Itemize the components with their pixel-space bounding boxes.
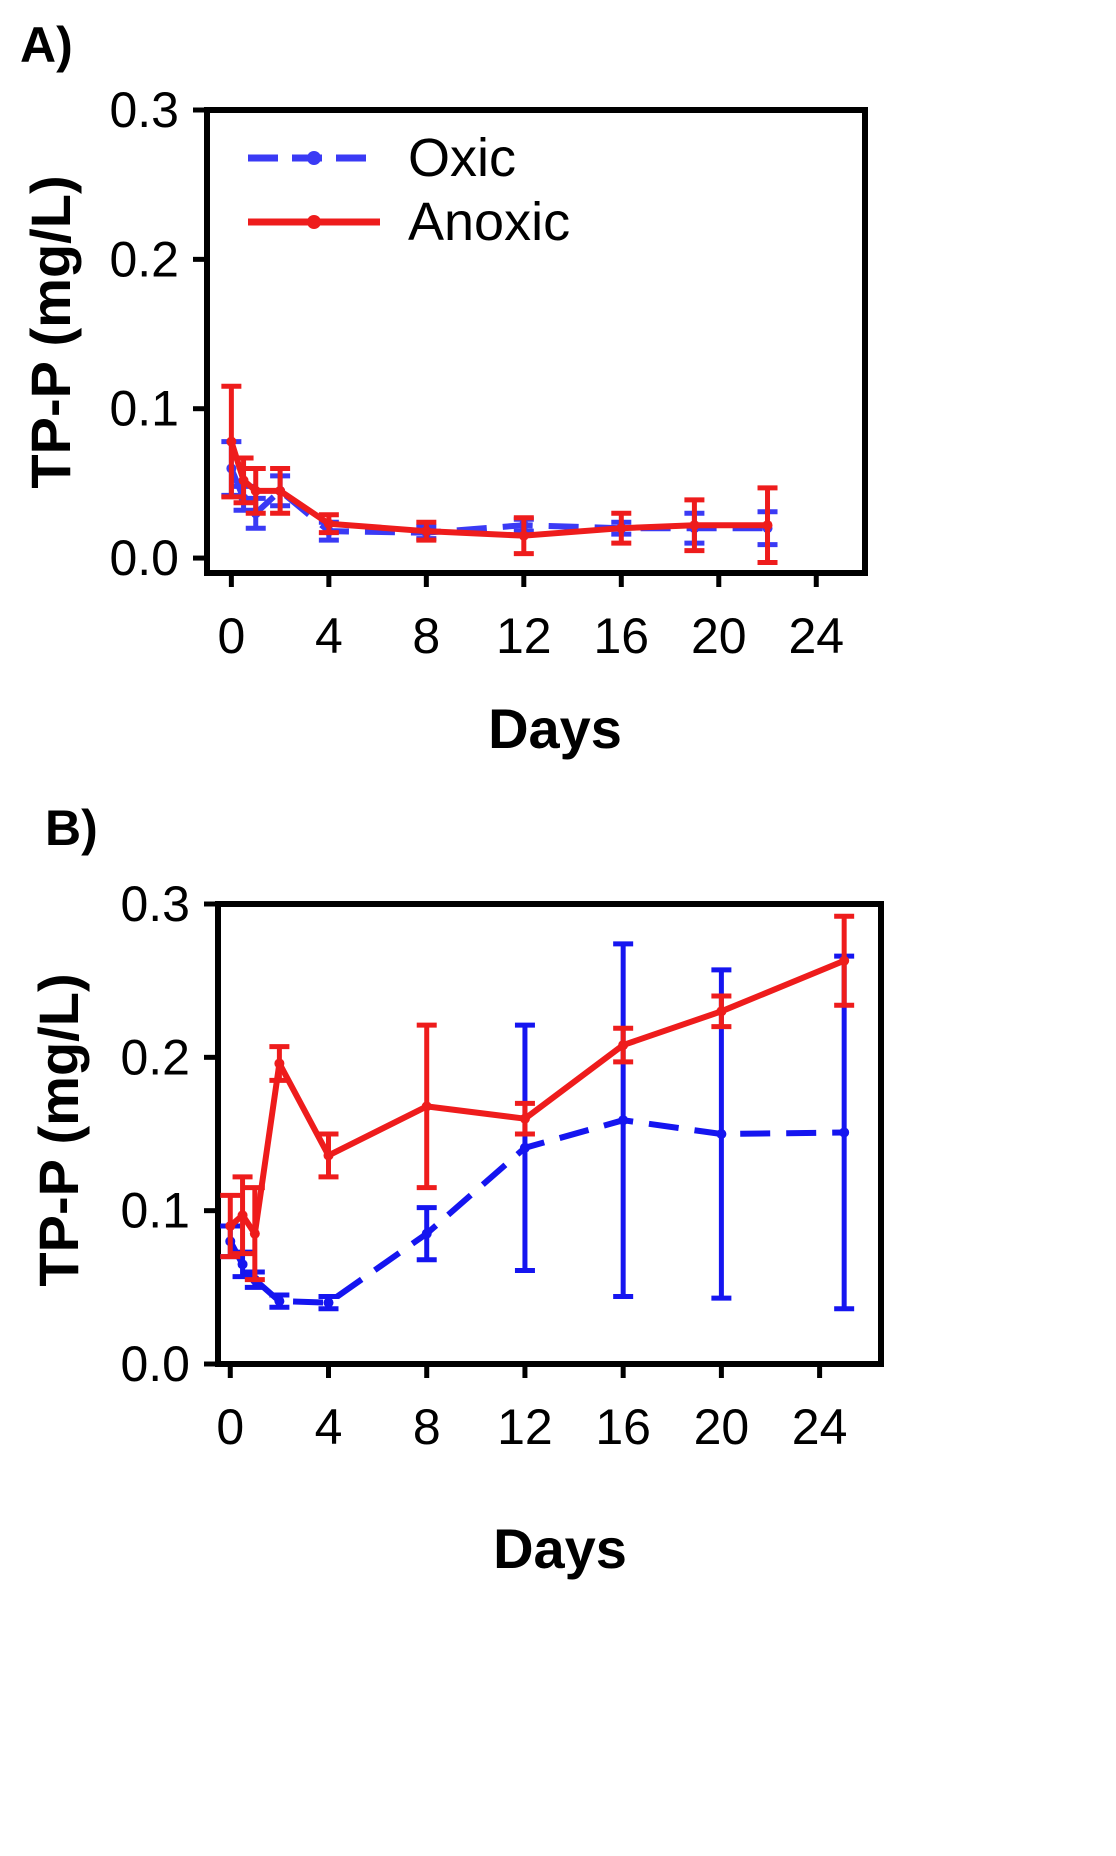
x-tick-label: 8 — [413, 1399, 441, 1455]
y-tick-label: 0.0 — [120, 1336, 190, 1392]
panel-a: A) 0 4 8 12 16 20 24 0.0 0.1 0.2 0.3 Oxic Anoxic D… — [19, 17, 868, 760]
x-tick-label: 8 — [412, 608, 440, 664]
x-tick-label: 12 — [497, 1399, 553, 1455]
data-point-anoxic — [618, 1040, 629, 1051]
data-point-anoxic — [519, 1113, 530, 1124]
panel-a-y-axis-title: TP-P (mg/L) — [19, 175, 82, 488]
data-point-anoxic — [274, 1058, 285, 1069]
y-tick-label: 0.2 — [109, 231, 179, 287]
y-tick-label: 0.1 — [109, 381, 179, 437]
data-point-anoxic — [421, 526, 432, 537]
data-point-anoxic — [616, 523, 627, 534]
panel-b-label: B) — [45, 800, 98, 856]
data-point-anoxic — [323, 1150, 334, 1161]
panel-b-plot-frame — [215, 901, 884, 1367]
series-anoxic — [220, 913, 855, 1283]
x-tick-label: 24 — [792, 1399, 848, 1455]
y-tick-label: 0.2 — [120, 1029, 190, 1085]
data-point-anoxic — [225, 1221, 236, 1231]
data-point-anoxic — [249, 1228, 260, 1239]
data-point-oxic — [274, 1296, 285, 1307]
series-line-anoxic — [228, 440, 768, 539]
panel-a-x-axis-title: Days — [488, 697, 622, 760]
series-line-oxic — [227, 1117, 845, 1306]
legend-oxic-marker — [307, 151, 321, 165]
data-point-oxic — [716, 1129, 727, 1139]
panel-b-ticks: 0 4 8 12 16 20 24 0.0 0.1 0.2 0.3 — [120, 876, 847, 1455]
x-tick-label: 0 — [216, 1399, 244, 1455]
x-tick-label: 4 — [315, 1399, 343, 1455]
panel-b-x-axis-title: Days — [493, 1517, 627, 1580]
data-point-anoxic — [250, 485, 261, 496]
legend-anoxic-marker — [307, 215, 321, 229]
data-point-oxic — [839, 1127, 850, 1138]
y-tick-label: 0.3 — [109, 82, 179, 138]
data-point-anoxic — [762, 520, 773, 531]
series-line-anoxic — [228, 957, 846, 1237]
data-point-anoxic — [238, 475, 249, 486]
data-point-anoxic — [716, 1006, 727, 1017]
panel-a-ticks: 0 4 8 12 16 20 24 0.0 0.1 0.2 0.3 — [109, 82, 844, 664]
panel-a-label: A) — [20, 17, 73, 73]
data-point-anoxic — [689, 520, 700, 531]
data-point-anoxic — [839, 955, 850, 966]
data-point-oxic — [618, 1115, 629, 1126]
data-point-anoxic — [275, 485, 286, 496]
x-tick-label: 16 — [593, 608, 649, 664]
panel-a-legend: Oxic Anoxic — [248, 128, 570, 252]
data-point-oxic — [421, 1228, 432, 1239]
legend-oxic-label: Oxic — [408, 128, 516, 188]
panel-b-series — [220, 913, 855, 1312]
x-tick-label: 12 — [496, 608, 552, 664]
panel-b-y-axis-title: TP-P (mg/L) — [27, 973, 90, 1286]
data-point-oxic — [519, 1142, 530, 1153]
x-tick-label: 20 — [694, 1399, 750, 1455]
data-point-anoxic — [237, 1210, 248, 1221]
x-tick-label: 4 — [315, 608, 343, 664]
x-tick-label: 16 — [595, 1399, 651, 1455]
data-point-anoxic — [421, 1101, 432, 1112]
data-point-oxic — [237, 1259, 248, 1270]
data-point-anoxic — [226, 436, 237, 447]
y-tick-label: 0.3 — [120, 876, 190, 932]
x-tick-label: 24 — [788, 608, 844, 664]
data-point-anoxic — [518, 530, 529, 541]
legend-anoxic-label: Anoxic — [408, 192, 570, 252]
panel-b: B) 0 4 8 12 16 20 24 0.0 0.1 0.2 0.3 Days TP-P (mg… — [27, 800, 884, 1580]
x-tick-label: 20 — [691, 608, 747, 664]
panel-a-series — [221, 383, 778, 566]
y-tick-label: 0.1 — [120, 1183, 190, 1239]
data-point-anoxic — [323, 518, 334, 529]
x-tick-label: 0 — [217, 608, 245, 664]
data-point-oxic — [323, 1297, 334, 1308]
series-anoxic — [221, 383, 778, 566]
panel-a-plot-frame — [204, 107, 868, 576]
y-tick-label: 0.0 — [109, 530, 179, 586]
